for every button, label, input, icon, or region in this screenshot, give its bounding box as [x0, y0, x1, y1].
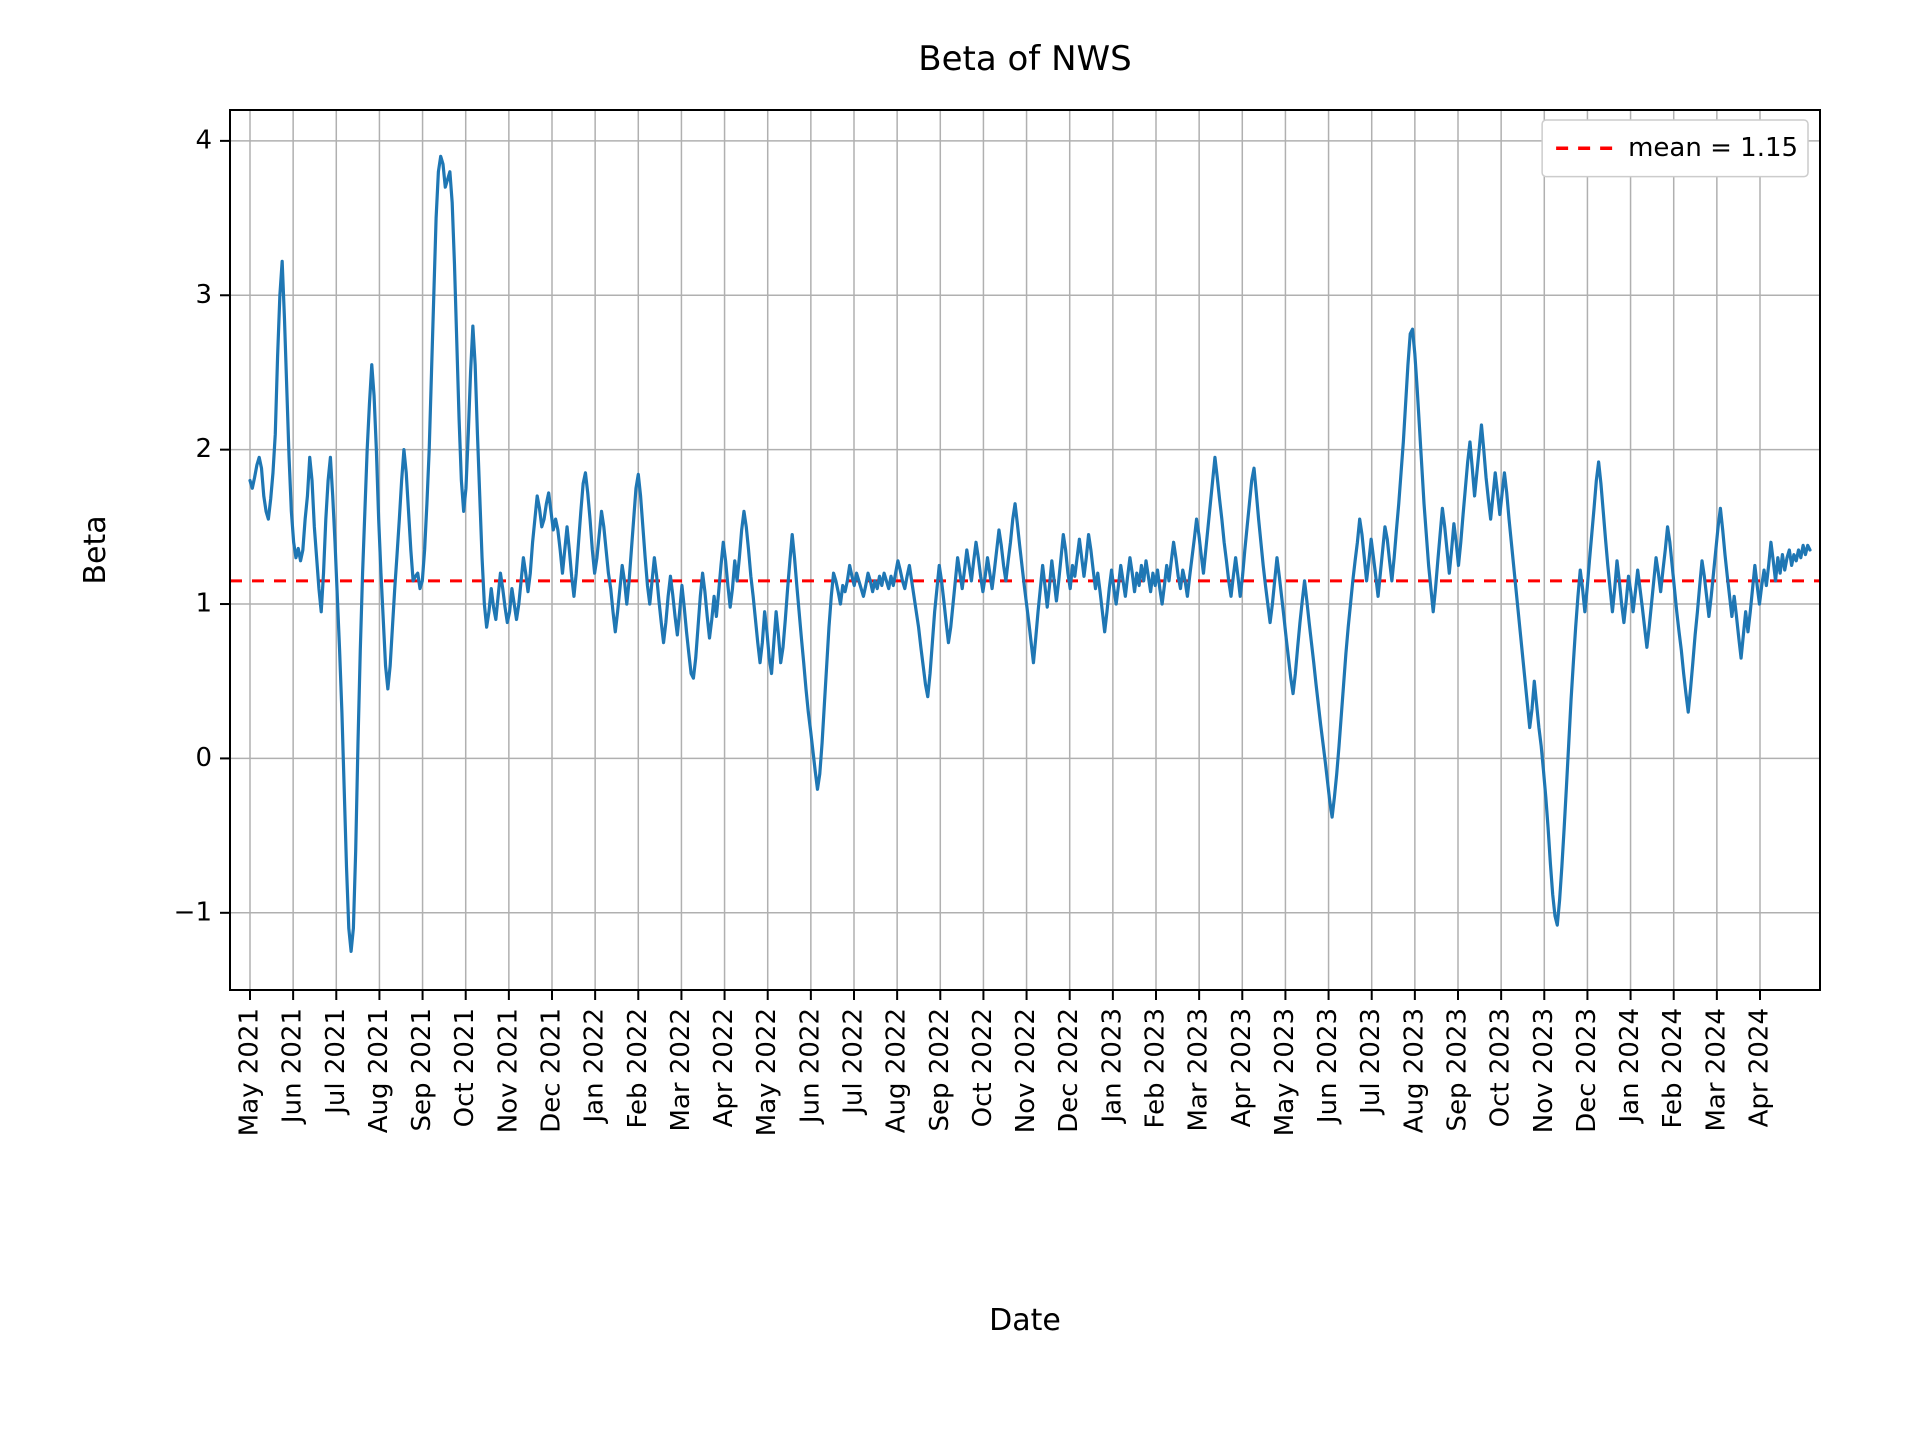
x-tick-label: Mar 2023 — [1184, 1008, 1214, 1132]
x-tick-label: Mar 2024 — [1701, 1008, 1731, 1132]
x-tick-label: Aug 2023 — [1399, 1008, 1429, 1133]
legend-label: mean = 1.15 — [1628, 133, 1798, 163]
x-tick-label: Jun 2023 — [1313, 1008, 1343, 1125]
x-tick-label: Oct 2021 — [450, 1008, 480, 1127]
x-tick-label: Apr 2023 — [1227, 1008, 1257, 1127]
x-tick-label: Aug 2022 — [882, 1008, 912, 1133]
y-tick-label: −1 — [174, 897, 212, 927]
chart-title: Beta of NWS — [918, 39, 1131, 79]
x-tick-label: Aug 2021 — [364, 1008, 394, 1133]
y-tick-label: 3 — [195, 280, 212, 310]
x-tick-label: Jul 2023 — [1356, 1008, 1386, 1116]
x-tick-label: Jul 2022 — [839, 1008, 869, 1116]
x-tick-label: Mar 2022 — [666, 1008, 696, 1132]
x-tick-label: Jun 2022 — [795, 1008, 825, 1125]
x-tick-label: May 2021 — [235, 1008, 265, 1136]
legend: mean = 1.15 — [1542, 120, 1808, 177]
y-tick-label: 1 — [195, 589, 212, 619]
x-tick-label: Dec 2021 — [537, 1008, 567, 1133]
x-tick-label: Dec 2022 — [1054, 1008, 1084, 1133]
x-tick-label: Feb 2023 — [1141, 1008, 1171, 1128]
x-tick-label: Nov 2021 — [493, 1008, 523, 1133]
y-tick-label: 2 — [195, 434, 212, 464]
x-tick-label: Jan 2023 — [1097, 1008, 1127, 1125]
x-tick-label: Sep 2021 — [407, 1008, 437, 1131]
x-tick-label: Feb 2022 — [623, 1008, 653, 1128]
x-tick-label: Nov 2022 — [1011, 1008, 1041, 1133]
beta-chart: −1 0 1 2 3 4 Beta May 2021 Jun 2021 Jul 2021 Aug 2… — [0, 0, 1920, 1440]
y-axis-label: Beta — [78, 515, 113, 584]
x-tick-label: Jan 2024 — [1615, 1008, 1645, 1125]
x-tick-label: Jun 2021 — [278, 1008, 308, 1125]
x-tick-label: Sep 2023 — [1443, 1008, 1473, 1131]
x-tick-label: Sep 2022 — [925, 1008, 955, 1131]
x-tick-label: Jul 2021 — [321, 1008, 351, 1116]
x-tick-label: Dec 2023 — [1572, 1008, 1602, 1133]
x-tick-label: Feb 2024 — [1658, 1008, 1688, 1128]
x-tick-label: Oct 2022 — [968, 1008, 998, 1127]
x-tick-label: Apr 2022 — [709, 1008, 739, 1127]
y-tick-label: 0 — [195, 743, 212, 773]
y-tick-label: 4 — [195, 125, 212, 155]
x-tick-label: Jan 2022 — [580, 1008, 610, 1125]
x-axis-label: Date — [989, 1303, 1061, 1338]
x-tick-label: Oct 2023 — [1486, 1008, 1516, 1127]
x-tick-label: Nov 2023 — [1529, 1008, 1559, 1133]
x-tick-label: Apr 2024 — [1745, 1008, 1775, 1127]
x-tick-label: May 2023 — [1270, 1008, 1300, 1136]
x-tick-label: May 2022 — [752, 1008, 782, 1136]
